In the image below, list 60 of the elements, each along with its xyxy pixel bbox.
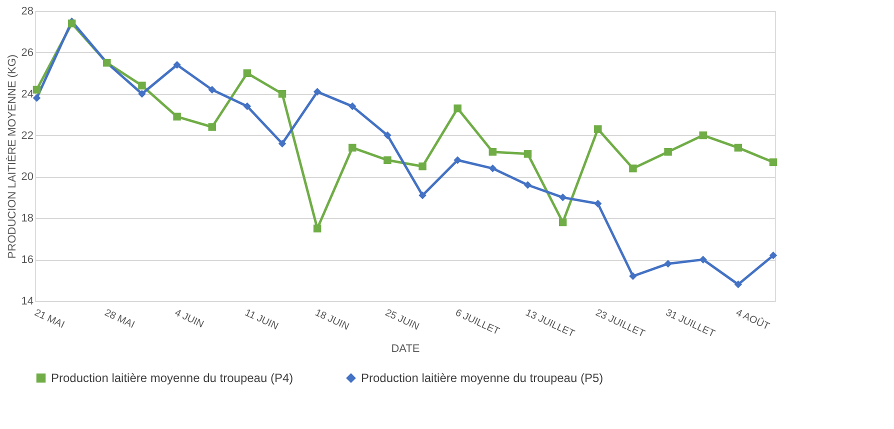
y-tick-label: 26 xyxy=(21,46,34,59)
legend-label: Production laitière moyenne du troupeau (P4) xyxy=(51,371,294,386)
point xyxy=(138,90,146,98)
x-axis-title: DATE xyxy=(391,342,420,355)
point xyxy=(734,280,742,288)
point xyxy=(348,102,356,110)
point xyxy=(699,256,707,264)
point xyxy=(138,82,146,90)
point xyxy=(68,20,76,28)
point xyxy=(32,86,41,94)
y-tick-label: 16 xyxy=(21,254,34,266)
point xyxy=(594,200,602,208)
y-tick-label: 18 xyxy=(21,212,34,225)
legend-label: Production laitière moyenne du troupeau (P5) xyxy=(361,371,604,386)
point xyxy=(418,162,426,170)
x-tick-label: 21 MAI xyxy=(32,308,66,331)
point xyxy=(629,164,637,172)
point xyxy=(384,131,392,140)
y-tick-label: 20 xyxy=(21,171,34,184)
point xyxy=(699,131,707,140)
point xyxy=(664,148,672,156)
x-tick-label: 11 JUIN xyxy=(243,308,280,332)
point xyxy=(418,191,426,200)
point xyxy=(558,218,567,226)
y-tick-label: 22 xyxy=(21,130,34,142)
x-tick-label: 4 JUIN xyxy=(172,308,206,330)
point xyxy=(769,158,778,166)
point xyxy=(734,144,742,152)
point xyxy=(313,224,322,232)
y-tick-label: 24 xyxy=(21,88,34,100)
point xyxy=(278,140,286,148)
point xyxy=(454,104,462,112)
point xyxy=(173,60,181,69)
y-tick-label: 14 xyxy=(21,296,34,308)
point xyxy=(488,148,497,156)
point xyxy=(524,181,532,189)
point xyxy=(243,102,252,110)
point xyxy=(769,252,778,260)
point xyxy=(243,69,252,78)
point xyxy=(173,112,181,121)
point xyxy=(629,272,637,280)
point xyxy=(488,164,497,172)
point xyxy=(348,144,356,152)
x-tick-label: 18 JUIN xyxy=(313,308,351,333)
point xyxy=(384,156,392,164)
y-axis-title: PRODUCION LAITIÈRE MOYENNE (KG) xyxy=(5,54,18,259)
x-tick-label: 4 AOÛT xyxy=(734,306,772,333)
point xyxy=(208,123,216,131)
point xyxy=(594,125,602,133)
point xyxy=(558,194,567,202)
point xyxy=(313,88,322,96)
point xyxy=(32,94,41,102)
point xyxy=(454,156,462,164)
point xyxy=(664,260,672,268)
point xyxy=(208,86,216,94)
point xyxy=(278,90,286,98)
x-tick-label: 25 JUIN xyxy=(383,308,421,333)
point xyxy=(524,150,532,158)
x-tick-label: 28 MAI xyxy=(102,308,136,331)
y-tick-label: 28 xyxy=(21,6,34,18)
